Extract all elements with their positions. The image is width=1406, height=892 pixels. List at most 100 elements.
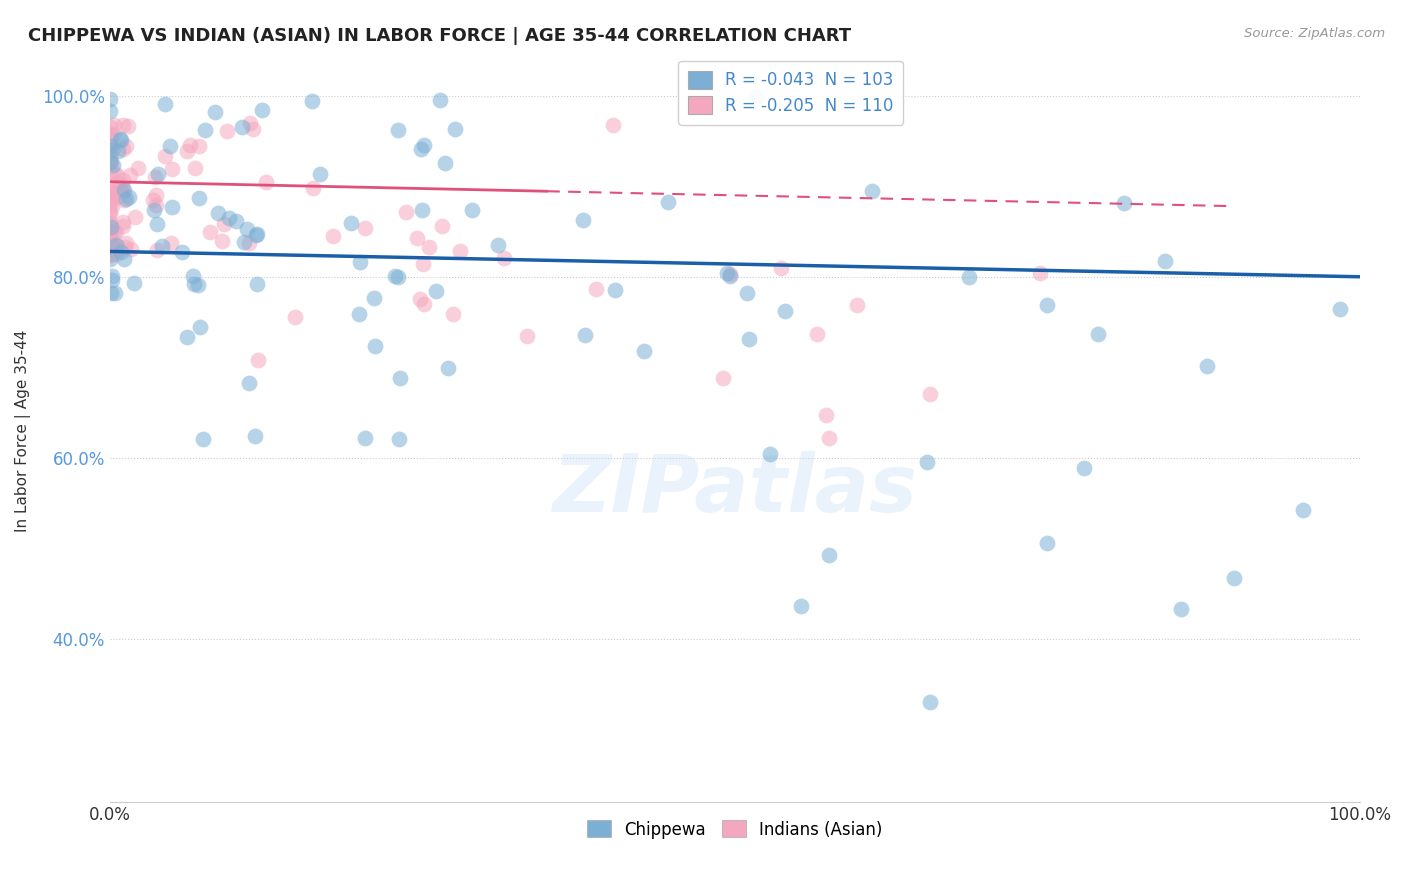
Point — [105, 225, 128, 239]
Point — [153, 149, 176, 163]
Point — [107, 144, 129, 158]
Point — [100, 193, 122, 207]
Point — [176, 144, 198, 158]
Point — [112, 215, 135, 229]
Point — [790, 599, 813, 613]
Point — [818, 431, 841, 445]
Point — [100, 191, 122, 205]
Point — [437, 360, 460, 375]
Point — [773, 303, 796, 318]
Point — [105, 246, 128, 260]
Point — [98, 132, 121, 146]
Point — [141, 193, 163, 207]
Point — [814, 408, 837, 422]
Point — [238, 235, 260, 250]
Point — [112, 193, 135, 207]
Point — [101, 158, 124, 172]
Point — [170, 244, 193, 259]
Point — [735, 285, 758, 300]
Point — [110, 181, 132, 195]
Point — [105, 239, 128, 253]
Point — [188, 191, 211, 205]
Point — [441, 306, 464, 320]
Point — [239, 116, 262, 130]
Point — [233, 235, 256, 249]
Point — [128, 161, 150, 175]
Point — [101, 222, 124, 236]
Point — [1036, 535, 1059, 549]
Point — [146, 167, 169, 181]
Y-axis label: In Labor Force | Age 35-44: In Labor Force | Age 35-44 — [15, 329, 31, 532]
Point — [108, 189, 131, 203]
Point — [211, 235, 233, 249]
Point — [957, 270, 980, 285]
Point — [122, 277, 145, 291]
Point — [406, 231, 429, 245]
Point — [98, 246, 121, 260]
Point — [225, 214, 247, 228]
Point — [114, 240, 136, 254]
Point — [461, 202, 484, 217]
Point — [160, 161, 183, 176]
Point — [98, 214, 121, 228]
Point — [143, 202, 166, 217]
Point — [1087, 327, 1109, 342]
Point — [120, 243, 142, 257]
Point — [98, 184, 121, 198]
Point — [247, 352, 270, 367]
Point — [1154, 253, 1177, 268]
Point — [184, 161, 207, 176]
Text: CHIPPEWA VS INDIAN (ASIAN) IN LABOR FORCE | AGE 35-44 CORRELATION CHART: CHIPPEWA VS INDIAN (ASIAN) IN LABOR FORC… — [28, 27, 851, 45]
Point — [98, 132, 121, 146]
Point — [492, 252, 515, 266]
Point — [100, 186, 122, 200]
Point — [574, 328, 596, 343]
Point — [769, 260, 792, 275]
Point — [114, 193, 136, 207]
Point — [571, 213, 593, 227]
Point — [98, 120, 121, 134]
Point — [100, 144, 122, 158]
Point — [145, 169, 167, 184]
Point — [718, 267, 741, 281]
Point — [179, 137, 201, 152]
Text: ZIPatlas: ZIPatlas — [553, 451, 917, 529]
Point — [155, 97, 177, 112]
Point — [412, 257, 434, 271]
Point — [738, 332, 761, 346]
Point — [105, 169, 128, 183]
Point — [112, 184, 135, 198]
Point — [105, 238, 128, 252]
Point — [110, 132, 132, 146]
Point — [100, 126, 122, 140]
Legend: Chippewa, Indians (Asian): Chippewa, Indians (Asian) — [581, 814, 889, 846]
Point — [711, 371, 734, 385]
Point — [112, 118, 135, 132]
Point — [101, 128, 124, 143]
Point — [160, 235, 183, 250]
Point — [744, 89, 766, 103]
Point — [181, 268, 204, 283]
Point — [145, 187, 167, 202]
Point — [98, 229, 121, 244]
Point — [110, 244, 132, 259]
Point — [110, 131, 132, 145]
Point — [1292, 503, 1315, 517]
Point — [98, 151, 121, 165]
Point — [187, 278, 209, 293]
Point — [193, 433, 215, 447]
Point — [115, 139, 138, 153]
Point — [716, 266, 738, 280]
Point — [411, 202, 433, 217]
Point — [110, 180, 132, 194]
Point — [111, 173, 134, 187]
Point — [111, 185, 134, 199]
Point — [411, 142, 433, 156]
Point — [101, 273, 124, 287]
Point — [353, 220, 375, 235]
Point — [176, 330, 198, 344]
Point — [1029, 267, 1052, 281]
Point — [254, 175, 277, 189]
Point — [364, 339, 387, 353]
Point — [806, 326, 828, 341]
